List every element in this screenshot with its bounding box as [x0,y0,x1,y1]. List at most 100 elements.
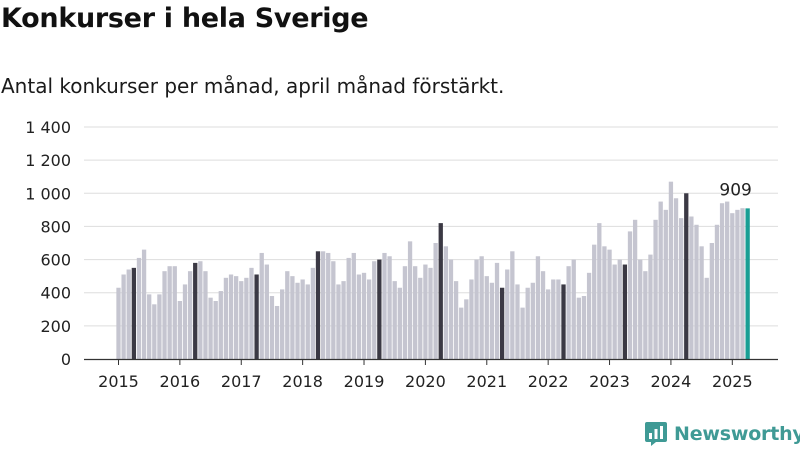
bar [162,271,167,359]
bar [689,216,694,359]
latest-value-label: 909 [719,180,751,200]
x-tick-label: 2015 [98,372,139,391]
bar [474,259,479,359]
bar [274,305,280,359]
bar [264,264,269,359]
bar [152,304,157,359]
bar [407,241,413,359]
bar-chart: 0 200 400 600 800 1 000 1 200 1 400 2015 2016 2017… [25,118,778,391]
bar [182,284,188,359]
bar [632,219,638,359]
bar [494,262,500,359]
bar [428,267,433,359]
bar [187,271,193,359]
y-tick-label: 1 000 [25,184,71,203]
bar [668,181,674,359]
bar [141,249,147,359]
bar [413,266,418,359]
bar [617,259,622,359]
bar [607,249,612,359]
bar [377,259,382,359]
bar [397,287,402,359]
bar [285,271,290,359]
bar [520,307,525,359]
bar [326,252,331,359]
bar [382,252,387,359]
bar [443,246,449,359]
bar [735,209,740,359]
bar [658,201,663,359]
bar [540,271,546,359]
bar [336,284,341,359]
newsworthy-logo: Newsworthy [644,421,800,447]
x-tick-label: 2019 [344,372,385,391]
bar [372,261,377,359]
bar [592,244,597,359]
x-tick-label: 2024 [651,372,692,391]
bar [469,279,474,359]
newsworthy-logo-icon [645,422,667,446]
bar [546,289,551,359]
bar [402,266,408,359]
bar [305,284,310,359]
bar [366,279,372,359]
bar [361,272,367,359]
bar [679,218,684,359]
bar [505,269,510,359]
bar [684,193,689,359]
bar [448,259,454,359]
bar [714,224,720,359]
x-tick-label: 2016 [160,372,201,391]
bar [300,279,305,359]
y-tick-label: 1 400 [25,118,71,137]
bar [208,297,213,359]
bar [193,262,198,359]
bar [530,282,535,359]
bar [259,252,264,359]
bar [581,296,587,359]
bar [280,289,285,359]
bar [167,266,172,359]
bar [239,281,244,359]
bar [571,259,576,359]
bar [653,219,658,359]
bar [310,267,316,359]
bar [725,201,730,359]
bar [136,257,142,359]
bar [643,271,648,359]
x-tick-label: 2022 [528,372,569,391]
bar [704,277,709,359]
bar [198,261,203,359]
bar [331,261,336,359]
bar [638,259,643,359]
bar [290,276,295,359]
x-tick-label: 2018 [282,372,323,391]
bar [551,279,556,359]
chart-subtitle: Antal konkurser per månad, april månad f… [1,74,505,98]
bar [315,251,321,359]
bar [320,251,326,359]
x-tick-label: 2023 [589,372,630,391]
bar [648,254,653,359]
bar [392,281,397,359]
bar [341,281,346,359]
bar [694,224,699,359]
bar [269,296,275,359]
bar [295,282,300,359]
bar [131,267,136,359]
bar [213,301,218,359]
bar [218,291,223,359]
bar [433,243,438,359]
bar [622,264,628,359]
bar [719,203,725,359]
bar [602,246,607,359]
bar [709,243,714,359]
bar [663,209,668,359]
bar [244,277,249,359]
bar [730,213,735,359]
brand-name: Newsworthy [674,423,800,445]
bar [515,284,520,359]
bar [740,208,745,359]
bar [223,277,229,359]
x-tick-label: 2017 [221,372,262,391]
